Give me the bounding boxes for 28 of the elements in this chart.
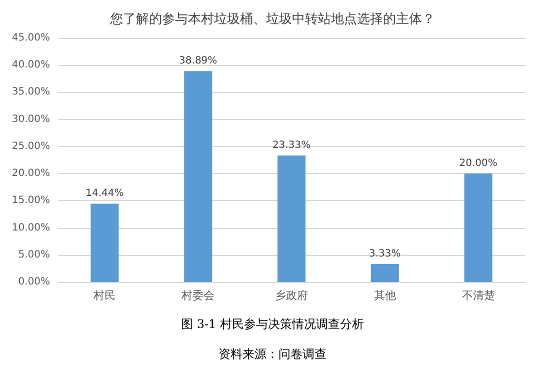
y-tick-label: 5.00% <box>18 249 50 260</box>
data-label: 14.44% <box>86 188 124 200</box>
chart-title: 您了解的参与本村垃圾桶、垃圾中转站地点选择的主体？ <box>109 11 435 27</box>
bar <box>184 71 212 282</box>
y-tick-label: 35.00% <box>12 86 50 98</box>
x-tick-label: 乡政府 <box>275 289 308 302</box>
y-tick-label: 10.00% <box>12 222 50 234</box>
y-tick-label: 0.00% <box>18 276 50 288</box>
y-tick-label: 25.00% <box>12 140 50 152</box>
bar <box>90 204 119 282</box>
data-label: 20.00% <box>459 158 498 170</box>
bar <box>277 156 306 282</box>
x-tick-label: 村民 <box>92 289 116 302</box>
y-tick-label: 15.00% <box>12 195 50 206</box>
y-tick-label: 30.00% <box>12 114 50 125</box>
y-tick-label: 45.00% <box>12 32 50 44</box>
y-tick-label: 20.00% <box>12 168 50 180</box>
bar <box>464 174 492 282</box>
data-label: 38.89% <box>179 56 218 67</box>
x-tick-label: 不清楚 <box>462 289 495 302</box>
data-label: 3.33% <box>369 248 401 260</box>
x-tick-label: 村委会 <box>180 289 215 302</box>
caption: 图 3-1 村民参与决策情况调查分析 <box>181 317 364 331</box>
y-tick-label: 40.00% <box>12 60 50 71</box>
bar <box>370 264 399 282</box>
x-tick-label: 其他 <box>374 289 396 302</box>
data-label: 23.33% <box>272 140 311 151</box>
text: 资料来源：问卷调查 <box>218 347 326 361</box>
